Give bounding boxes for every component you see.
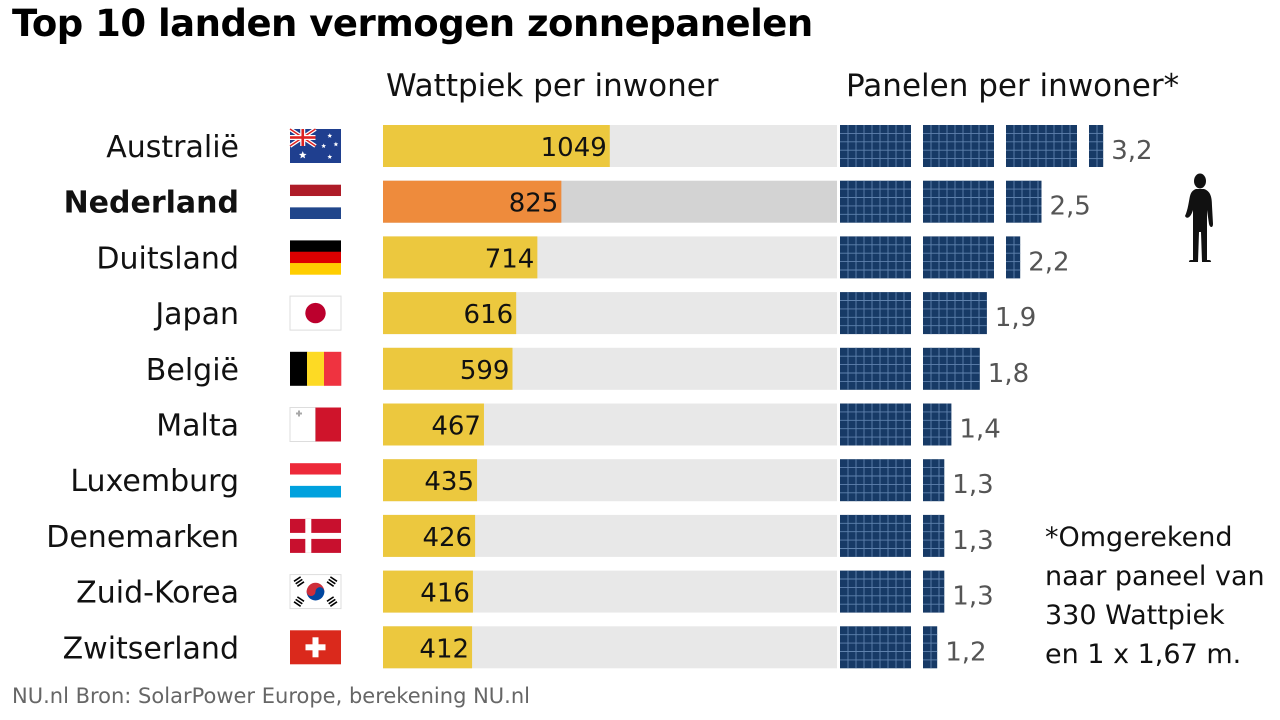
solar-panel-icon xyxy=(1089,125,1104,167)
wattpiek-bar xyxy=(383,236,538,279)
flag-denmark-icon xyxy=(290,518,341,553)
country-label: Japan xyxy=(153,297,239,332)
chart-row: Zuid-Korea 416 1,3 xyxy=(76,570,994,613)
country-label: België xyxy=(146,353,239,388)
wattpiek-value-label: 467 xyxy=(431,412,481,442)
solar-panel-icon xyxy=(923,626,938,669)
wattpiek-bar xyxy=(383,403,484,446)
solar-panel-icon xyxy=(840,403,911,446)
country-label: Nederland xyxy=(64,186,239,221)
flag-australia-icon xyxy=(288,127,341,163)
solar-panel-icon xyxy=(1006,125,1077,167)
solar-panel-icon xyxy=(1006,180,1042,223)
wattpiek-value-label: 1049 xyxy=(541,133,607,163)
wattpiek-bar xyxy=(383,514,476,557)
wattpiek-value-label: 416 xyxy=(420,579,470,609)
chart-row: Duitsland 714 2,2 xyxy=(96,236,1070,279)
solar-panel-icon xyxy=(923,236,994,279)
panel-value-label: 1,3 xyxy=(952,526,993,556)
wattpiek-bar xyxy=(383,180,562,223)
flag-south-korea-icon xyxy=(289,574,342,610)
solar-panel-icon xyxy=(923,570,945,613)
chart-row: Luxemburg 435 1,3 xyxy=(70,459,994,502)
wattpiek-value-label: 412 xyxy=(419,634,469,664)
wattpiek-value-label: 435 xyxy=(424,467,474,497)
panel-value-label: 1,8 xyxy=(988,359,1029,389)
wattpiek-value-label: 599 xyxy=(460,356,510,386)
country-label: Australië xyxy=(106,130,239,165)
source-credit: NU.nl Bron: SolarPower Europe, berekenin… xyxy=(12,684,530,708)
wattpiek-bar xyxy=(383,626,473,669)
solar-panel-icon xyxy=(840,292,911,335)
solar-panel-icon xyxy=(840,180,911,223)
header-wattpiek: Wattpiek per inwoner xyxy=(386,68,719,104)
wattpiek-bar xyxy=(383,570,473,613)
wattpiek-bar xyxy=(383,292,517,335)
panel-value-label: 1,2 xyxy=(945,637,986,667)
wattpiek-value-label: 426 xyxy=(422,523,472,553)
solar-panel-icon xyxy=(840,347,911,390)
footnote-line: en 1 x 1,67 m. xyxy=(1045,639,1242,670)
solar-panel-icon xyxy=(840,459,911,502)
chart-row: Nederland 825 2,5 xyxy=(64,180,1091,223)
flag-japan-icon xyxy=(289,295,342,331)
solar-panel-icon xyxy=(840,125,911,167)
footnote-line: naar paneel van xyxy=(1045,561,1265,592)
panel-value-label: 1,4 xyxy=(959,415,1000,445)
person-silhouette-icon xyxy=(1185,173,1213,262)
footnote: *Omgerekend naar paneel van 330 Wattpiek… xyxy=(1045,518,1277,674)
wattpiek-bar xyxy=(383,347,513,390)
solar-panel-icon xyxy=(923,292,987,335)
country-label: Denemarken xyxy=(46,520,239,555)
solar-panel-icon xyxy=(923,459,945,502)
header-panelen: Panelen per inwoner* xyxy=(846,68,1180,104)
flag-luxembourg-icon xyxy=(290,463,341,498)
country-label: Luxemburg xyxy=(70,464,239,499)
solar-panel-icon xyxy=(923,180,994,223)
chart-row: Malta 467 1,4 xyxy=(156,403,1001,446)
country-label: Malta xyxy=(156,409,239,444)
solar-panel-icon xyxy=(840,236,911,279)
country-label: Zwitserland xyxy=(63,631,239,666)
panel-value-label: 3,2 xyxy=(1111,136,1152,166)
panel-value-label: 2,5 xyxy=(1050,192,1091,222)
solar-panel-icon xyxy=(840,570,911,613)
solar-panel-icon xyxy=(840,514,911,557)
solar-panel-icon xyxy=(923,403,952,446)
chart-row: Denemarken 426 1,3 xyxy=(46,514,994,557)
chart-title: Top 10 landen vermogen zonnepanelen xyxy=(12,2,813,45)
country-label: Zuid-Korea xyxy=(76,576,239,611)
solar-panel-icon xyxy=(1006,236,1021,279)
wattpiek-value-label: 616 xyxy=(464,300,514,330)
flag-germany-icon xyxy=(290,240,341,275)
chart-row: Japan 616 1,9 xyxy=(153,292,1036,335)
wattpiek-bar xyxy=(383,459,478,502)
footnote-line: 330 Wattpiek xyxy=(1045,600,1225,631)
chart-row: Australië 1049 3,2 xyxy=(106,125,1153,167)
solar-panel-icon xyxy=(923,347,980,390)
panel-value-label: 1,9 xyxy=(995,303,1036,333)
flag-switzerland-icon xyxy=(290,630,341,665)
wattpiek-value-label: 714 xyxy=(485,244,535,274)
chart-row: Zwitserland 412 1,2 xyxy=(63,626,987,669)
panel-value-label: 1,3 xyxy=(952,470,993,500)
flag-netherlands-icon xyxy=(290,184,341,219)
solar-panel-icon xyxy=(923,514,945,557)
panel-value-label: 1,3 xyxy=(952,582,993,612)
panel-value-label: 2,2 xyxy=(1028,247,1069,277)
solar-panel-icon xyxy=(923,125,994,167)
flag-belgium-icon xyxy=(290,351,342,386)
flag-malta-icon xyxy=(289,407,341,442)
footnote-line: *Omgerekend xyxy=(1045,522,1233,553)
country-label: Duitsland xyxy=(96,241,239,276)
wattpiek-bar xyxy=(383,125,610,167)
solar-panel-icon xyxy=(840,626,911,669)
wattpiek-value-label: 825 xyxy=(509,189,559,219)
chart-row: België 599 1,8 xyxy=(146,347,1029,390)
